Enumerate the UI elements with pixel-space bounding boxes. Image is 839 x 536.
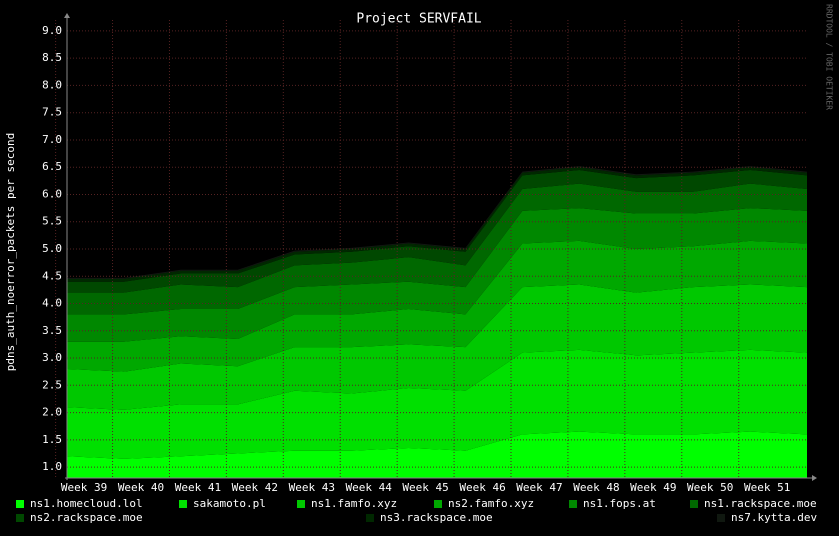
x-tick-label: Week 46: [459, 481, 505, 494]
y-tick-label: 8.5: [42, 51, 62, 64]
y-tick-label: 5.5: [42, 215, 62, 228]
legend-label: ns3.rackspace.moe: [380, 511, 493, 524]
y-tick-label: 7.0: [42, 133, 62, 146]
y-tick-label: 1.5: [42, 433, 62, 446]
area: [67, 169, 807, 293]
areas: [67, 166, 807, 478]
y-tick-label: 4.0: [42, 297, 62, 310]
area: [67, 431, 807, 478]
y-tick-label: 4.5: [42, 269, 62, 282]
y-tick-label: 6.0: [42, 187, 62, 200]
area: [67, 183, 807, 315]
y-tick-label: 7.5: [42, 106, 62, 119]
legend-swatch: [366, 514, 374, 522]
x-axis-arrow: [812, 475, 817, 481]
x-tick-label: Week 50: [687, 481, 733, 494]
x-tick-label: Week 47: [516, 481, 562, 494]
watermark: RRDTOOL / TOBI OETIKER: [825, 4, 834, 110]
legend-label: ns2.rackspace.moe: [30, 511, 143, 524]
legend-swatch: [690, 500, 698, 508]
x-tick-label: Week 51: [744, 481, 790, 494]
legend-swatch: [179, 500, 187, 508]
x-tick-label: Week 49: [630, 481, 676, 494]
legend-label: ns1.homecloud.lol: [30, 497, 143, 510]
legend-swatch: [434, 500, 442, 508]
y-tick-label: 3.5: [42, 324, 62, 337]
legend-label: ns1.famfo.xyz: [311, 497, 397, 510]
x-tick-label: Week 43: [289, 481, 335, 494]
area: [67, 284, 807, 410]
area: [67, 349, 807, 459]
y-axis-arrow: [64, 13, 70, 18]
y-tick-label: 6.5: [42, 160, 62, 173]
x-tick-label: Week 45: [402, 481, 448, 494]
area: [67, 240, 807, 372]
legend-label: ns7.kytta.dev: [731, 511, 817, 524]
y-tick-label: 8.0: [42, 78, 62, 91]
x-tick-label: Week 42: [232, 481, 278, 494]
y-tick-label: 2.5: [42, 378, 62, 391]
y-tick-label: 1.0: [42, 460, 62, 473]
x-tick-label: Week 48: [573, 481, 619, 494]
x-tick-label: Week 40: [118, 481, 164, 494]
legend-swatch: [297, 500, 305, 508]
legend-swatch: [569, 500, 577, 508]
legend-label: ns1.rackspace.moe: [704, 497, 817, 510]
y-axis-label: pdns_auth_noerror_packets per second: [4, 133, 17, 371]
legend-label: ns2.famfo.xyz: [448, 497, 534, 510]
y-tick-label: 2.0: [42, 406, 62, 419]
area: [67, 208, 807, 342]
y-tick-label: 5.0: [42, 242, 62, 255]
y-tick-label: 9.0: [42, 24, 62, 37]
grid: [55, 20, 807, 478]
x-tick-label: Week 39: [61, 481, 107, 494]
legend-swatch: [717, 514, 725, 522]
legend-swatch: [16, 514, 24, 522]
y-tick-label: 3.0: [42, 351, 62, 364]
legend-label: ns1.fops.at: [583, 497, 656, 510]
chart-title: Project SERVFAIL: [356, 12, 481, 27]
x-tick-label: Week 41: [175, 481, 221, 494]
legend-swatch: [16, 500, 24, 508]
x-tick-label: Week 44: [346, 481, 393, 494]
legend-label: sakamoto.pl: [193, 497, 266, 510]
